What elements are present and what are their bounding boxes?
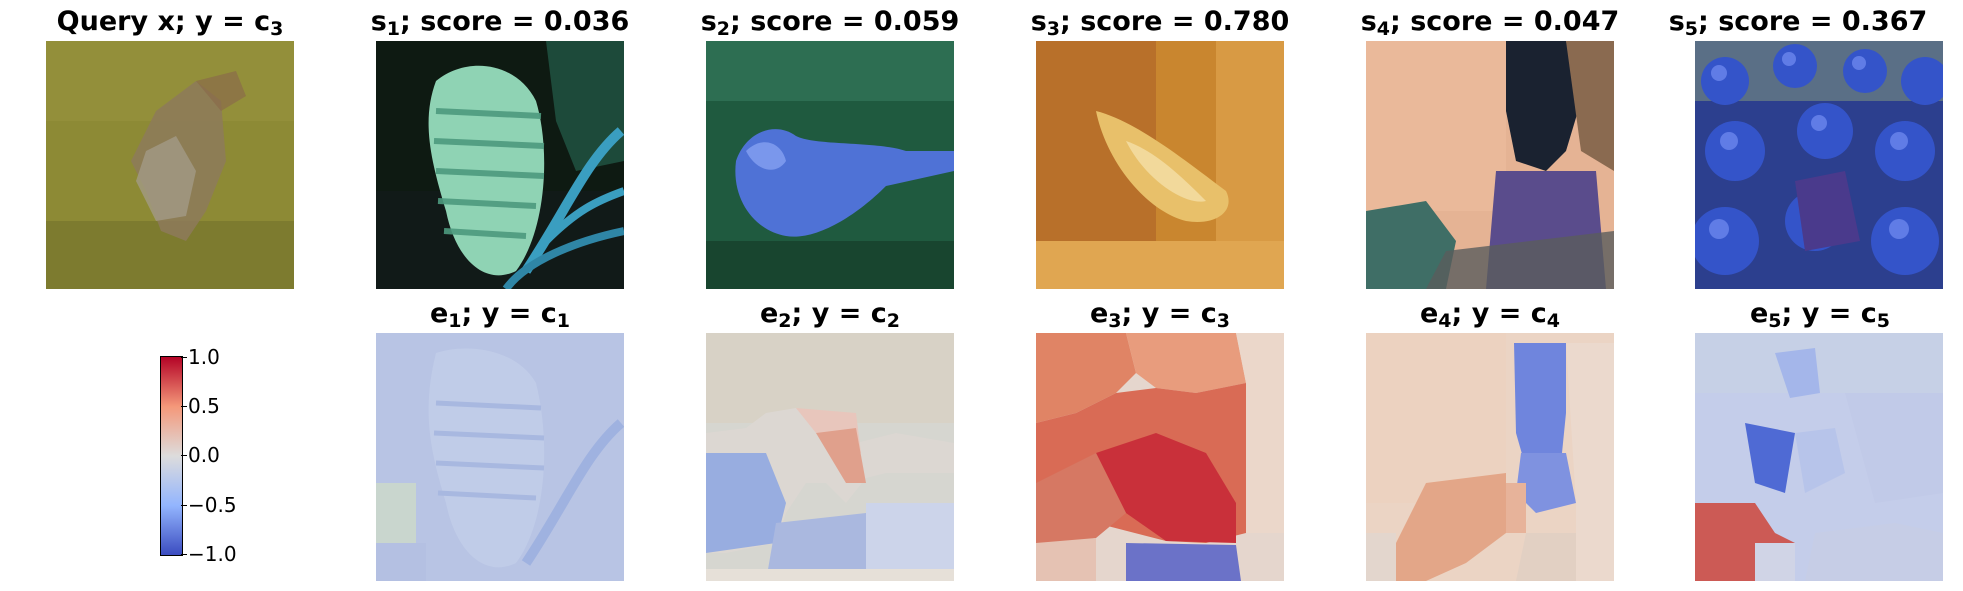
explanation-title-name: e [1749,298,1769,329]
support-title-score: ; score = 0.059 [730,6,960,37]
colorbar-tick [181,406,187,407]
colorbar-tick [181,554,187,555]
support-title-name: s [1360,6,1377,37]
explanation-title-4: e4; y = c4 [1330,296,1650,332]
explanation-title-mid: ; y = c [791,298,887,329]
explanation-title-sub: 1 [448,310,462,332]
explanation-title-sub: 5 [1768,310,1782,332]
explanation-heatmap-3 [1036,333,1284,581]
colorbar-tick-label: 0.0 [188,443,220,467]
explanation-title-sub2: 1 [556,310,570,332]
support-title-sub: 2 [716,18,731,40]
explanation-title-3: e3; y = c3 [1000,296,1320,332]
colorbar-tick-label: 0.5 [188,394,220,418]
support-title-2: s2; score = 0.059 [670,4,990,40]
support-title-sub: 1 [386,18,401,40]
support-title-3: s3; score = 0.780 [1000,4,1320,40]
support-title-score: ; score = 0.780 [1060,6,1290,37]
explanation-title-name: e [1089,298,1109,329]
explanation-title-sub2: 3 [1216,310,1230,332]
support-title-sub: 5 [1684,18,1699,40]
colorbar-tick-label: 1.0 [188,345,220,369]
support-title-1: s1; score = 0.036 [340,4,660,40]
explanation-title-mid: ; y = c [1451,298,1547,329]
explanation-title-2: e2; y = c2 [670,296,990,332]
support-image-4 [1366,41,1614,289]
support-title-5: s5; score = 0.367 [1638,4,1958,40]
colorbar-gradient [161,357,182,555]
query-title-sub: 3 [270,18,284,40]
explanation-heatmap-4 [1366,333,1614,581]
explanation-heatmap-2 [706,333,954,581]
colorbar-tick [181,455,187,456]
support-title-name: s [1030,6,1047,37]
explanation-title-mid: ; y = c [1121,298,1217,329]
support-image-3 [1036,41,1284,289]
support-title-name: s [370,6,387,37]
explanation-title-name: e [1419,298,1439,329]
support-title-sub: 3 [1046,18,1061,40]
support-title-sub: 4 [1376,18,1391,40]
support-image-1 [376,41,624,289]
support-title-score: ; score = 0.047 [1390,6,1620,37]
colorbar-tick-label: −1.0 [188,542,237,566]
explanation-title-mid: ; y = c [461,298,557,329]
colorbar [160,356,183,556]
support-title-name: s [700,6,717,37]
colorbar-tick [181,505,187,506]
explanation-heatmap-5 [1695,333,1943,581]
support-title-4: s4; score = 0.047 [1330,4,1650,40]
support-image-2 [706,41,954,289]
query-image [46,41,294,289]
explanation-title-sub: 3 [1108,310,1122,332]
explanation-title-1: e1; y = c1 [340,296,660,332]
support-image-5 [1695,41,1943,289]
explanation-title-mid: ; y = c [1781,298,1877,329]
explanation-title-name: e [759,298,779,329]
explanation-title-sub2: 5 [1876,310,1890,332]
colorbar-tick-label: −0.5 [188,493,237,517]
explanation-title-sub: 2 [778,310,792,332]
explanation-title-sub: 4 [1438,310,1452,332]
support-title-score: ; score = 0.036 [400,6,630,37]
colorbar-tick [181,357,187,358]
explanation-title-name: e [429,298,449,329]
query-title-text: Query x; y = c [56,6,271,37]
explanation-title-sub2: 4 [1546,310,1560,332]
explanation-title-sub2: 2 [886,310,900,332]
support-title-name: s [1668,6,1685,37]
query-title: Query x; y = c3 [10,4,330,40]
explanation-title-5: e5; y = c5 [1660,296,1963,332]
explanation-heatmap-1 [376,333,624,581]
support-title-score: ; score = 0.367 [1698,6,1928,37]
